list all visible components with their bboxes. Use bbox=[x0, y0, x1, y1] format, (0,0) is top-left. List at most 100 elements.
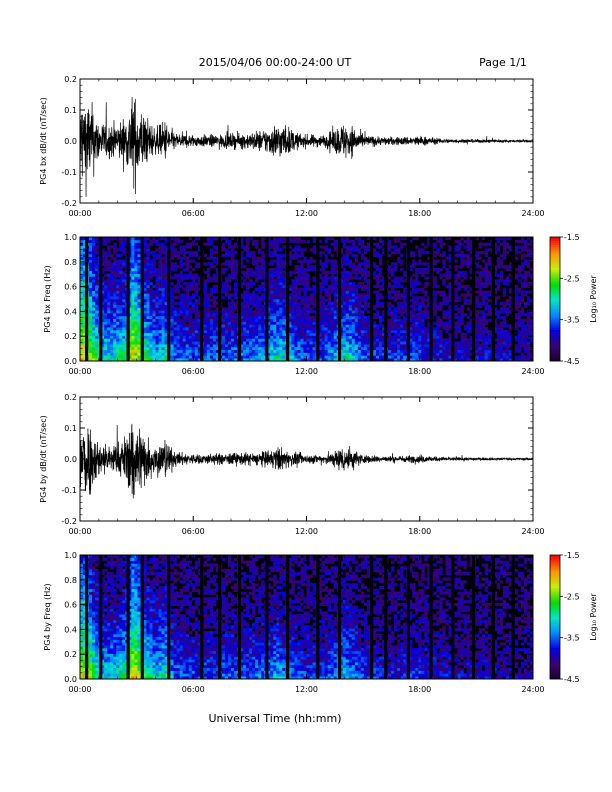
spectrogram-cell bbox=[252, 310, 256, 314]
spectrogram-cell bbox=[179, 307, 183, 311]
spectrogram-cell bbox=[267, 352, 271, 356]
spectrogram-cell bbox=[409, 338, 413, 342]
spectrogram-cell bbox=[409, 284, 413, 289]
spectrogram-cell bbox=[309, 315, 313, 320]
spectrogram-cell bbox=[143, 344, 147, 348]
spectrogram-cell bbox=[324, 307, 328, 311]
spectrogram-cell bbox=[330, 262, 334, 266]
spectrogram-cell bbox=[203, 242, 208, 246]
spectrogram-cell bbox=[209, 265, 214, 269]
spectrogram-cell bbox=[170, 315, 174, 320]
spectrogram-cell bbox=[221, 307, 226, 311]
spectrogram-cell bbox=[176, 332, 180, 336]
spectrogram-cell bbox=[203, 355, 208, 359]
spectrogram-cell bbox=[366, 304, 371, 308]
spectrogram-cell bbox=[89, 268, 93, 272]
spectrogram-cell bbox=[288, 352, 292, 356]
spectrogram-cell bbox=[415, 332, 419, 336]
spectrogram-cell bbox=[122, 318, 126, 322]
spectrogram-cell bbox=[116, 349, 120, 353]
spectrogram-cell bbox=[415, 341, 419, 345]
spectrogram-cell bbox=[119, 253, 123, 258]
spectrogram-cell bbox=[110, 335, 114, 339]
spectrogram-cell bbox=[252, 253, 256, 258]
spectrogram-cell bbox=[412, 330, 416, 334]
spectrogram-cell bbox=[273, 349, 277, 353]
spectrogram-cell bbox=[418, 313, 422, 317]
spectrogram-cell bbox=[475, 315, 479, 320]
spectrogram-cell bbox=[372, 341, 377, 345]
spectrogram-cell bbox=[101, 251, 105, 255]
spectrogram-cell bbox=[176, 265, 180, 269]
spectrogram-cell bbox=[403, 304, 407, 308]
spectrogram-cell bbox=[270, 346, 274, 351]
spectrogram-cell bbox=[104, 307, 108, 311]
spectrogram-cell bbox=[366, 321, 371, 325]
spectrogram-cell bbox=[366, 296, 371, 300]
spectrogram-cell bbox=[101, 341, 105, 345]
spectrogram-cell bbox=[466, 321, 470, 325]
spectrogram-cell bbox=[270, 239, 274, 243]
spectrogram-cell bbox=[80, 290, 84, 294]
spectrogram-cell bbox=[161, 324, 165, 328]
spectrogram-cell bbox=[475, 330, 479, 334]
spectrogram-cell bbox=[161, 262, 165, 266]
spectrogram-cell bbox=[155, 287, 159, 291]
spectrogram-cell bbox=[240, 335, 244, 339]
spectrogram-cell bbox=[249, 332, 253, 336]
spectrogram-cell bbox=[261, 270, 265, 274]
spectrogram-cell bbox=[261, 265, 265, 269]
spectrogram-cell bbox=[164, 327, 168, 331]
spectrogram-cell bbox=[270, 338, 274, 342]
spectrogram-cell bbox=[372, 321, 377, 325]
spectrogram-cell bbox=[403, 358, 407, 362]
spectrogram-cell bbox=[197, 256, 202, 260]
spectrogram-cell bbox=[249, 338, 253, 342]
spectrogram-cell bbox=[363, 301, 368, 305]
spectrogram-cell bbox=[113, 330, 117, 334]
spectrogram-cell bbox=[137, 310, 141, 314]
spectrogram-cell bbox=[484, 242, 488, 246]
spectrogram-cell bbox=[291, 237, 295, 241]
spectrogram-cell bbox=[227, 310, 232, 314]
spectrogram-cell bbox=[460, 270, 464, 274]
spectrogram-cell bbox=[152, 318, 156, 322]
spectrogram-cell bbox=[191, 307, 196, 311]
spectrogram-cell bbox=[134, 237, 138, 241]
spectrogram-cell bbox=[119, 276, 123, 280]
spectrogram-cell bbox=[327, 259, 331, 263]
spectrogram-cell bbox=[375, 349, 380, 353]
spectrogram-cell bbox=[433, 299, 437, 303]
spectrogram-cell bbox=[318, 268, 322, 272]
spectrogram-cell bbox=[424, 346, 428, 351]
spectrogram-cell bbox=[366, 282, 371, 286]
spectrogram-cell bbox=[375, 358, 380, 362]
spectrogram-cell bbox=[333, 315, 337, 320]
spectrogram-cell bbox=[427, 324, 431, 328]
spectrogram-cell bbox=[215, 256, 220, 260]
spectrogram-cell bbox=[424, 352, 428, 356]
spectrogram-cell bbox=[300, 335, 304, 339]
spectrogram-cell bbox=[176, 284, 180, 289]
spectrogram-cell bbox=[303, 330, 307, 334]
spectrogram-cell bbox=[412, 237, 416, 241]
spectrogram-cell bbox=[95, 327, 99, 331]
spectrogram-cell bbox=[273, 346, 277, 351]
spectrogram-cell bbox=[457, 355, 461, 359]
spectrogram-cell bbox=[276, 332, 280, 336]
spectrogram-cell bbox=[212, 344, 217, 348]
spectrogram-cell bbox=[179, 262, 183, 266]
spectrogram-cell bbox=[188, 265, 193, 269]
spectrogram-cell bbox=[421, 301, 425, 305]
spectrogram-cell bbox=[240, 276, 244, 280]
spectrogram-cell bbox=[227, 335, 232, 339]
spectrogram-cell bbox=[378, 324, 383, 328]
spectrogram-cell bbox=[303, 279, 307, 283]
spectrogram-cell bbox=[321, 276, 325, 280]
spectrogram-cell bbox=[161, 287, 165, 291]
spectrogram-cell bbox=[400, 242, 404, 246]
spectrogram-cell bbox=[203, 299, 208, 303]
spectrogram-cell bbox=[161, 245, 165, 249]
spectrogram-cell bbox=[212, 287, 217, 291]
spectrogram-cell bbox=[448, 307, 452, 311]
